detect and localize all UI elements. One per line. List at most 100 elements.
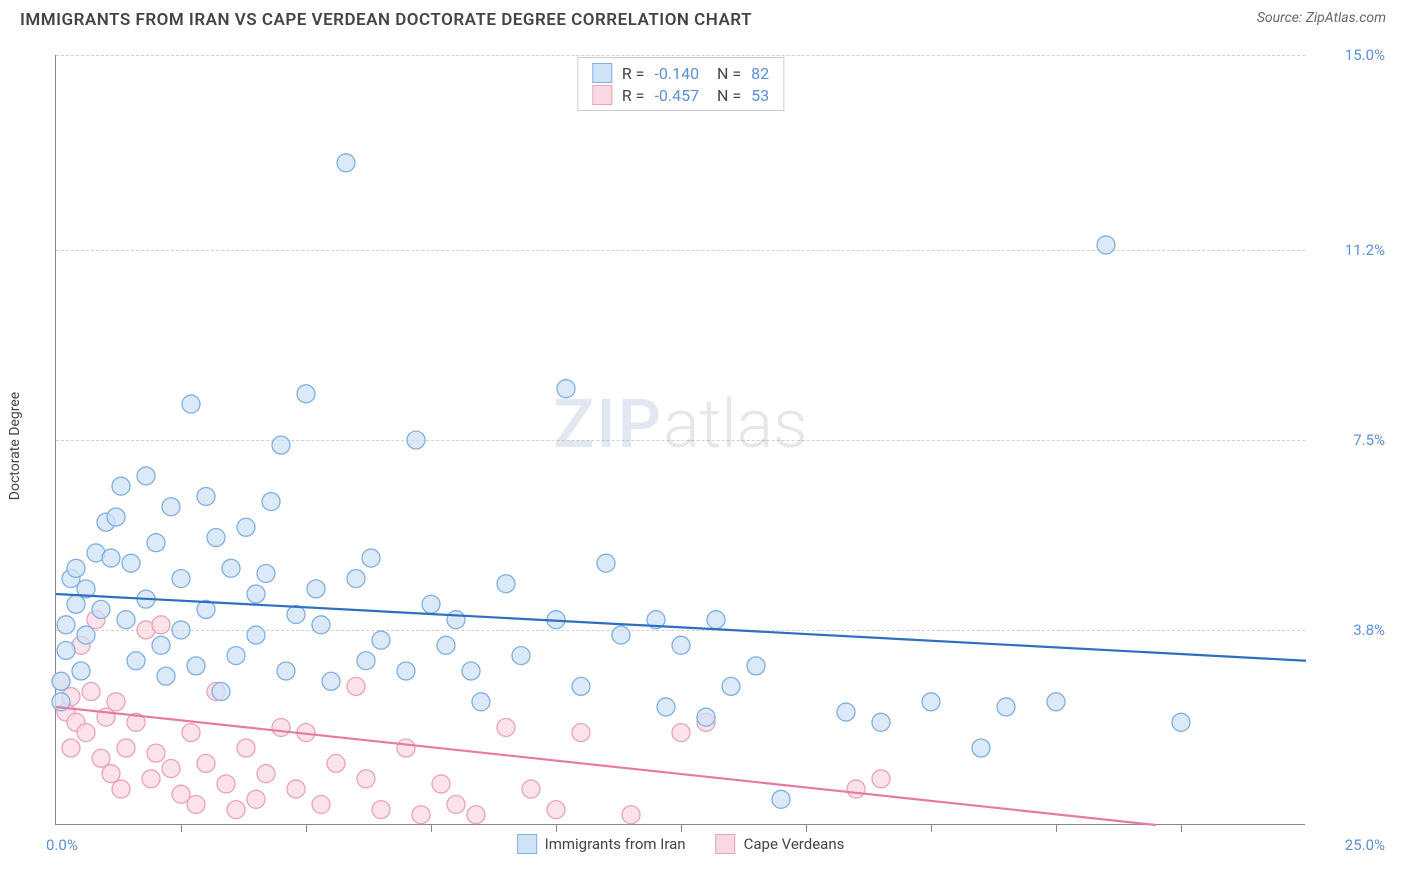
data-point [437, 636, 455, 654]
y-tick-label: 3.8% [1315, 621, 1385, 639]
swatch-cape-icon [716, 834, 736, 854]
x-tick [931, 824, 932, 832]
scatter-svg [56, 55, 1305, 824]
x-axis-min-label: 0.0% [46, 836, 78, 854]
data-point [1172, 713, 1190, 731]
swatch-iran-icon [592, 63, 612, 83]
data-point [597, 554, 615, 572]
data-point [277, 662, 295, 680]
data-point [107, 693, 125, 711]
data-point [122, 554, 140, 572]
data-point [197, 754, 215, 772]
data-point [697, 708, 715, 726]
y-tick-label: 15.0% [1315, 46, 1385, 64]
legend-item-cape: Cape Verdeans [716, 834, 845, 854]
data-point [372, 801, 390, 819]
data-point [297, 385, 315, 403]
data-point [997, 698, 1015, 716]
data-point [287, 780, 305, 798]
data-point [347, 570, 365, 588]
data-point [707, 611, 725, 629]
data-point [227, 801, 245, 819]
data-point [117, 739, 135, 757]
trend-line [56, 707, 1156, 825]
x-tick [806, 824, 807, 832]
bottom-legend: Immigrants from Iran Cape Verdeans [517, 834, 845, 854]
data-point [62, 739, 80, 757]
data-point [327, 754, 345, 772]
data-point [497, 718, 515, 736]
data-point [107, 508, 125, 526]
data-point [372, 631, 390, 649]
data-point [127, 652, 145, 670]
data-point [82, 683, 100, 701]
data-point [447, 611, 465, 629]
y-tick-label: 7.5% [1315, 431, 1385, 449]
data-point [467, 806, 485, 824]
data-point [112, 477, 130, 495]
swatch-iran-icon [517, 834, 537, 854]
data-point [657, 698, 675, 716]
data-point [312, 616, 330, 634]
data-point [337, 154, 355, 172]
data-point [197, 487, 215, 505]
data-point [77, 626, 95, 644]
stats-row-cape: R = -0.457 N = 53 [592, 84, 769, 106]
data-point [257, 564, 275, 582]
data-point [137, 467, 155, 485]
x-tick [181, 824, 182, 832]
data-point [407, 431, 425, 449]
data-point [412, 806, 430, 824]
data-point [397, 662, 415, 680]
data-point [57, 616, 75, 634]
data-point [262, 493, 280, 511]
data-point [572, 677, 590, 695]
data-point [422, 595, 440, 613]
data-point [187, 657, 205, 675]
data-point [1047, 693, 1065, 711]
data-point [722, 677, 740, 695]
swatch-cape-icon [592, 85, 612, 105]
data-point [557, 380, 575, 398]
data-point [172, 570, 190, 588]
data-point [222, 559, 240, 577]
data-point [1097, 236, 1115, 254]
data-point [162, 498, 180, 516]
x-axis-max-label: 25.0% [1345, 836, 1385, 854]
y-axis-label: Doctorate Degree [7, 392, 23, 500]
data-point [972, 739, 990, 757]
data-point [207, 529, 225, 547]
data-point [217, 775, 235, 793]
y-tick-label: 11.2% [1315, 241, 1385, 259]
data-point [572, 724, 590, 742]
x-tick [306, 824, 307, 832]
data-point [172, 621, 190, 639]
data-point [512, 647, 530, 665]
data-point [322, 672, 340, 690]
stats-legend-box: R = -0.140 N = 82 R = -0.457 N = 53 [577, 57, 784, 111]
data-point [72, 662, 90, 680]
data-point [272, 436, 290, 454]
x-tick [1181, 824, 1182, 832]
data-point [522, 780, 540, 798]
x-tick [681, 824, 682, 832]
data-point [397, 739, 415, 757]
data-point [872, 770, 890, 788]
data-point [307, 580, 325, 598]
data-point [67, 559, 85, 577]
data-point [497, 575, 515, 593]
data-point [357, 770, 375, 788]
data-point [672, 636, 690, 654]
data-point [357, 652, 375, 670]
data-point [622, 806, 640, 824]
data-point [147, 744, 165, 762]
x-tick [1056, 824, 1057, 832]
data-point [187, 795, 205, 813]
data-point [102, 765, 120, 783]
data-point [272, 718, 290, 736]
data-point [247, 626, 265, 644]
data-point [182, 724, 200, 742]
data-point [152, 616, 170, 634]
data-point [52, 672, 70, 690]
data-point [347, 677, 365, 695]
